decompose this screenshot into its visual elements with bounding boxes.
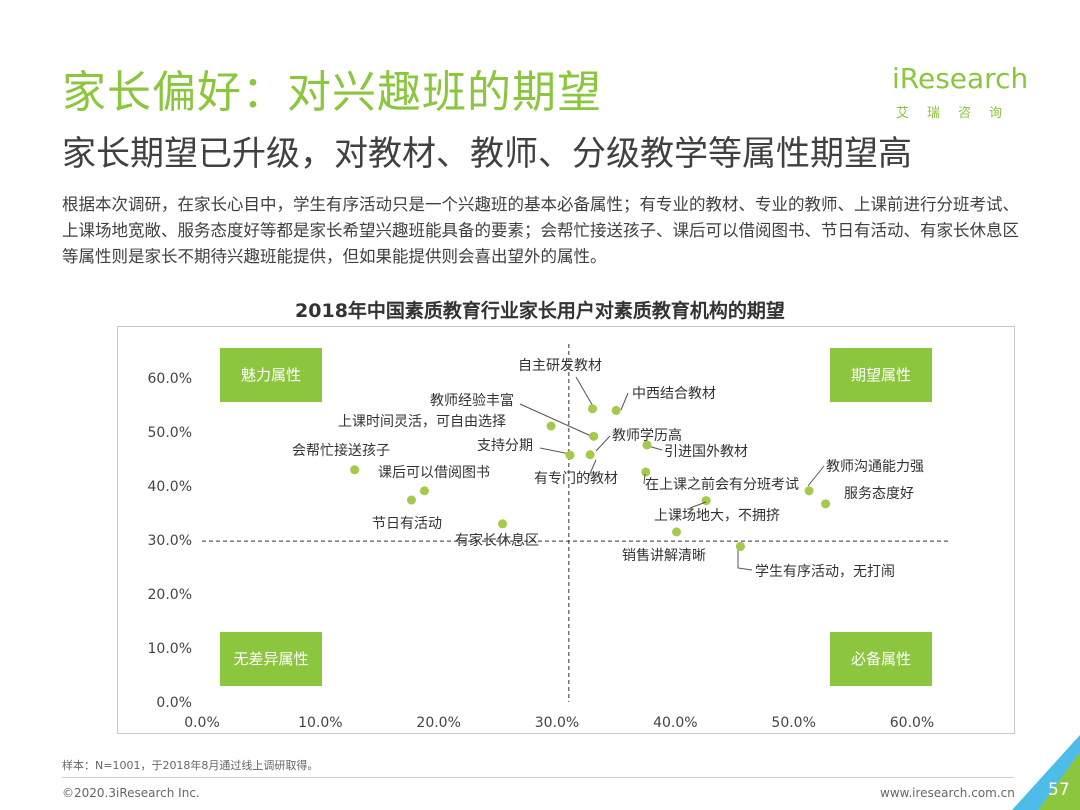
data-point bbox=[641, 467, 651, 477]
data-point bbox=[672, 527, 682, 537]
y-tick-label: 0.0% bbox=[156, 695, 192, 711]
data-label: 教师学历高 bbox=[612, 427, 682, 444]
data-point bbox=[735, 541, 745, 551]
x-tick-label: 0.0% bbox=[184, 715, 220, 731]
page-subtitle: 家长期望已升级，对教材、教师、分级教学等属性期望高 bbox=[62, 134, 912, 174]
y-tick-label: 10.0% bbox=[148, 641, 192, 657]
data-label: 有专门的教材 bbox=[534, 471, 618, 487]
logo-subtext: 艾瑞咨询 bbox=[896, 106, 1021, 121]
leader-line bbox=[689, 501, 707, 509]
data-label: 自主研发教材 bbox=[518, 358, 602, 374]
data-point bbox=[585, 450, 595, 460]
data-label: 节日有活动 bbox=[372, 516, 442, 532]
data-label: 教师经验丰富 bbox=[430, 392, 514, 409]
corner-green-shape bbox=[1038, 752, 1080, 810]
x-tick-label: 40.0% bbox=[653, 715, 697, 731]
data-label: 在上课之前会有分班考试 bbox=[645, 476, 799, 493]
chart-title: 2018年中国素质教育行业家长用户对素质教育机构的期望 bbox=[295, 300, 785, 322]
quadrant-label-top-right-box bbox=[830, 348, 932, 402]
x-tick-label: 60.0% bbox=[890, 715, 934, 731]
x-tick-label: 30.0% bbox=[535, 715, 579, 731]
data-label: 中西结合教材 bbox=[632, 386, 716, 402]
data-label: 销售讲解清晰 bbox=[622, 548, 706, 564]
leader-line bbox=[643, 473, 646, 485]
data-point bbox=[565, 450, 575, 460]
sample-note: 样本：N=1001，于2018年8月通过线上调研取得。 bbox=[62, 759, 319, 772]
x-tick-label: 20.0% bbox=[416, 715, 460, 731]
data-point bbox=[588, 404, 597, 414]
quadrant-label-top-left: 魅力属性 bbox=[241, 366, 301, 384]
leader-line bbox=[595, 435, 611, 452]
quadrant-label-top-right: 期望属性 bbox=[851, 366, 911, 384]
logo-text: iResearch bbox=[892, 62, 1029, 95]
y-tick-label: 50.0% bbox=[148, 425, 192, 441]
data-label: 服务态度好 bbox=[844, 486, 914, 502]
leader-line bbox=[807, 465, 825, 487]
quadrant-label-bottom-right: 必备属性 bbox=[851, 650, 911, 668]
data-point bbox=[419, 486, 429, 496]
quadrant-label-bottom-left-box bbox=[220, 632, 322, 686]
leader-line bbox=[587, 459, 597, 479]
footer-divider bbox=[62, 777, 1014, 778]
data-point bbox=[546, 421, 556, 431]
data-label: 教师沟通能力强 bbox=[826, 459, 924, 475]
page-description: 根据本次调研，在家长心目中，学生有序活动只是一个兴趣班的基本必备属性；有专业的教… bbox=[62, 195, 1019, 266]
data-point bbox=[804, 486, 814, 496]
page-number: 57 bbox=[1048, 780, 1070, 800]
data-point bbox=[589, 431, 599, 441]
website-link[interactable]: www.iresearch.com.cn bbox=[880, 786, 1015, 800]
quadrant-label-bottom-right-box bbox=[830, 632, 932, 686]
data-label: 支持分期 bbox=[477, 438, 533, 454]
chart-frame bbox=[117, 326, 1015, 734]
data-label: 学生有序活动，无打闹 bbox=[755, 563, 895, 580]
data-point bbox=[611, 405, 621, 415]
quadrant-label-bottom-left: 无差异属性 bbox=[233, 650, 308, 668]
leader-line bbox=[620, 392, 629, 411]
data-label: 课后可以借阅图书 bbox=[378, 465, 490, 481]
page-title: 家长偏好：对兴趣班的期望 bbox=[62, 67, 602, 118]
data-point bbox=[498, 519, 508, 529]
data-label: 引进国外教材 bbox=[664, 444, 748, 460]
data-point bbox=[821, 499, 831, 509]
x-tick-label: 50.0% bbox=[771, 715, 815, 731]
x-tick-label: 10.0% bbox=[298, 715, 342, 731]
data-point bbox=[406, 495, 416, 505]
data-label: 会帮忙接送孩子 bbox=[292, 442, 390, 459]
y-tick-label: 40.0% bbox=[148, 479, 192, 495]
quadrant-label-top-left-box bbox=[220, 348, 322, 402]
data-label: 上课场地大，不拥挤 bbox=[654, 508, 780, 524]
leader-line bbox=[519, 403, 592, 437]
data-point bbox=[701, 496, 711, 506]
copyright-text: ©2020.3iResearch Inc. bbox=[62, 786, 200, 800]
data-point bbox=[642, 440, 652, 450]
y-tick-label: 30.0% bbox=[148, 533, 192, 549]
data-label: 上课时间灵活，可自由选择 bbox=[338, 414, 506, 430]
data-label: 有家长休息区 bbox=[455, 532, 539, 549]
data-point bbox=[350, 465, 360, 475]
leader-line bbox=[737, 547, 753, 571]
iresearch-logo: iResearch 艾瑞咨询 bbox=[892, 58, 1032, 128]
y-tick-label: 60.0% bbox=[148, 371, 192, 387]
leader-line bbox=[575, 376, 595, 409]
leader-line bbox=[539, 447, 571, 455]
y-tick-label: 20.0% bbox=[148, 587, 192, 603]
